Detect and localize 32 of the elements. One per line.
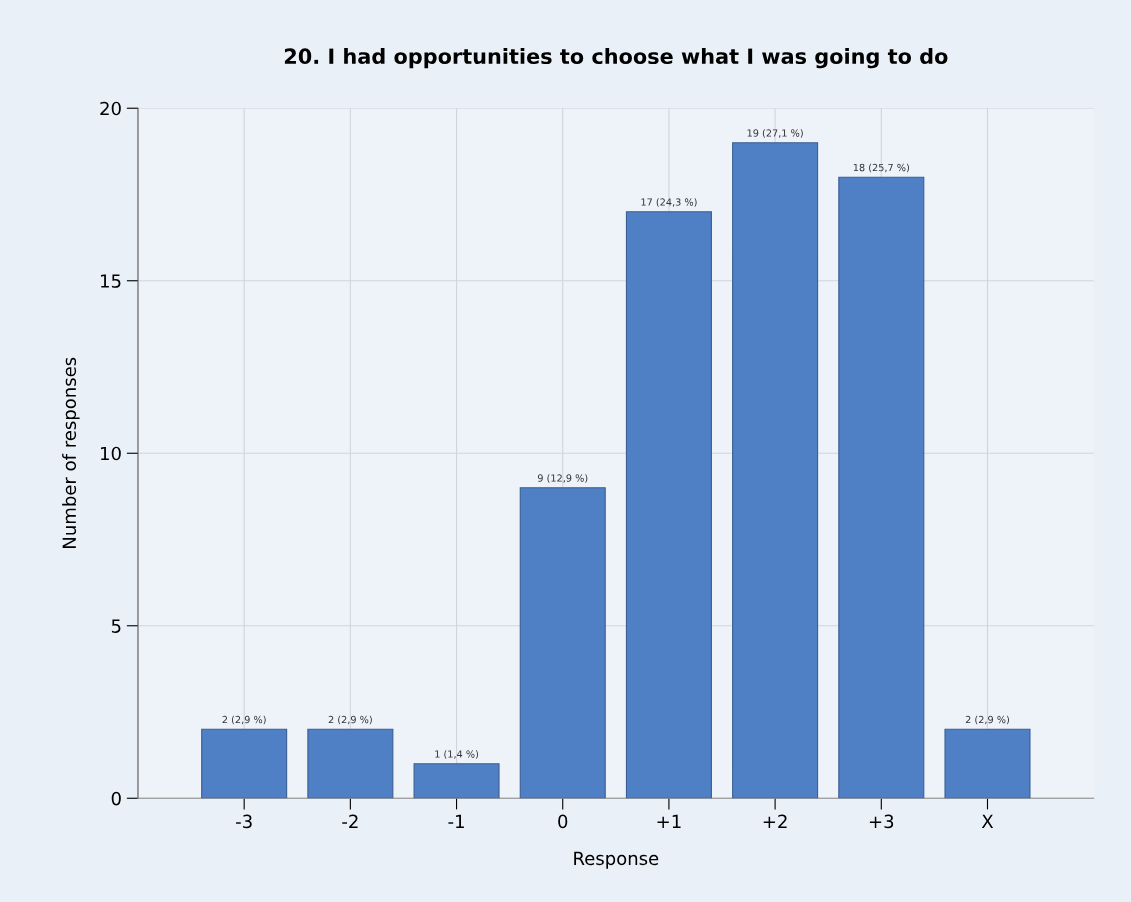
x-tick-label: +2 — [763, 814, 787, 828]
bar — [838, 176, 925, 799]
data-label: 2 (2,9 %) — [222, 715, 266, 725]
y-axis-title: Number of responses — [62, 357, 80, 548]
x-tick-label: X — [981, 814, 994, 828]
bar — [732, 142, 819, 799]
y-tick-label: 5 — [111, 619, 121, 633]
bar — [625, 211, 712, 799]
bar — [519, 487, 606, 799]
bar — [307, 728, 394, 799]
y-tick-label: 0 — [111, 791, 121, 806]
x-axis-title: Response — [574, 851, 659, 869]
bar — [944, 728, 1031, 799]
bar — [413, 763, 500, 799]
y-tick-label: 10 — [101, 446, 121, 461]
data-label: 18 (25,7 %) — [853, 163, 909, 173]
chart-title: 20. I had opportunities to choose what I was going to do — [284, 47, 948, 69]
x-tick-label: +1 — [657, 814, 681, 828]
data-label: 19 (27,1 %) — [747, 129, 803, 138]
bar — [201, 728, 288, 799]
data-label: 2 (2,9 %) — [328, 715, 372, 725]
x-tick-label: +3 — [869, 814, 894, 829]
x-tick-label: 0 — [558, 814, 568, 829]
x-tick-label: -3 — [236, 814, 252, 829]
data-label: 9 (12,9 %) — [537, 474, 588, 483]
data-label: 2 (2,9 %) — [965, 715, 1009, 725]
y-tick-label: 15 — [101, 274, 121, 288]
x-tick-label: -1 — [448, 814, 464, 828]
data-label: 17 (24,3 %) — [641, 198, 697, 207]
x-tick-label: -2 — [342, 814, 358, 828]
data-label: 1 (1,4 %) — [435, 750, 479, 759]
y-tick-label: 20 — [100, 101, 121, 116]
